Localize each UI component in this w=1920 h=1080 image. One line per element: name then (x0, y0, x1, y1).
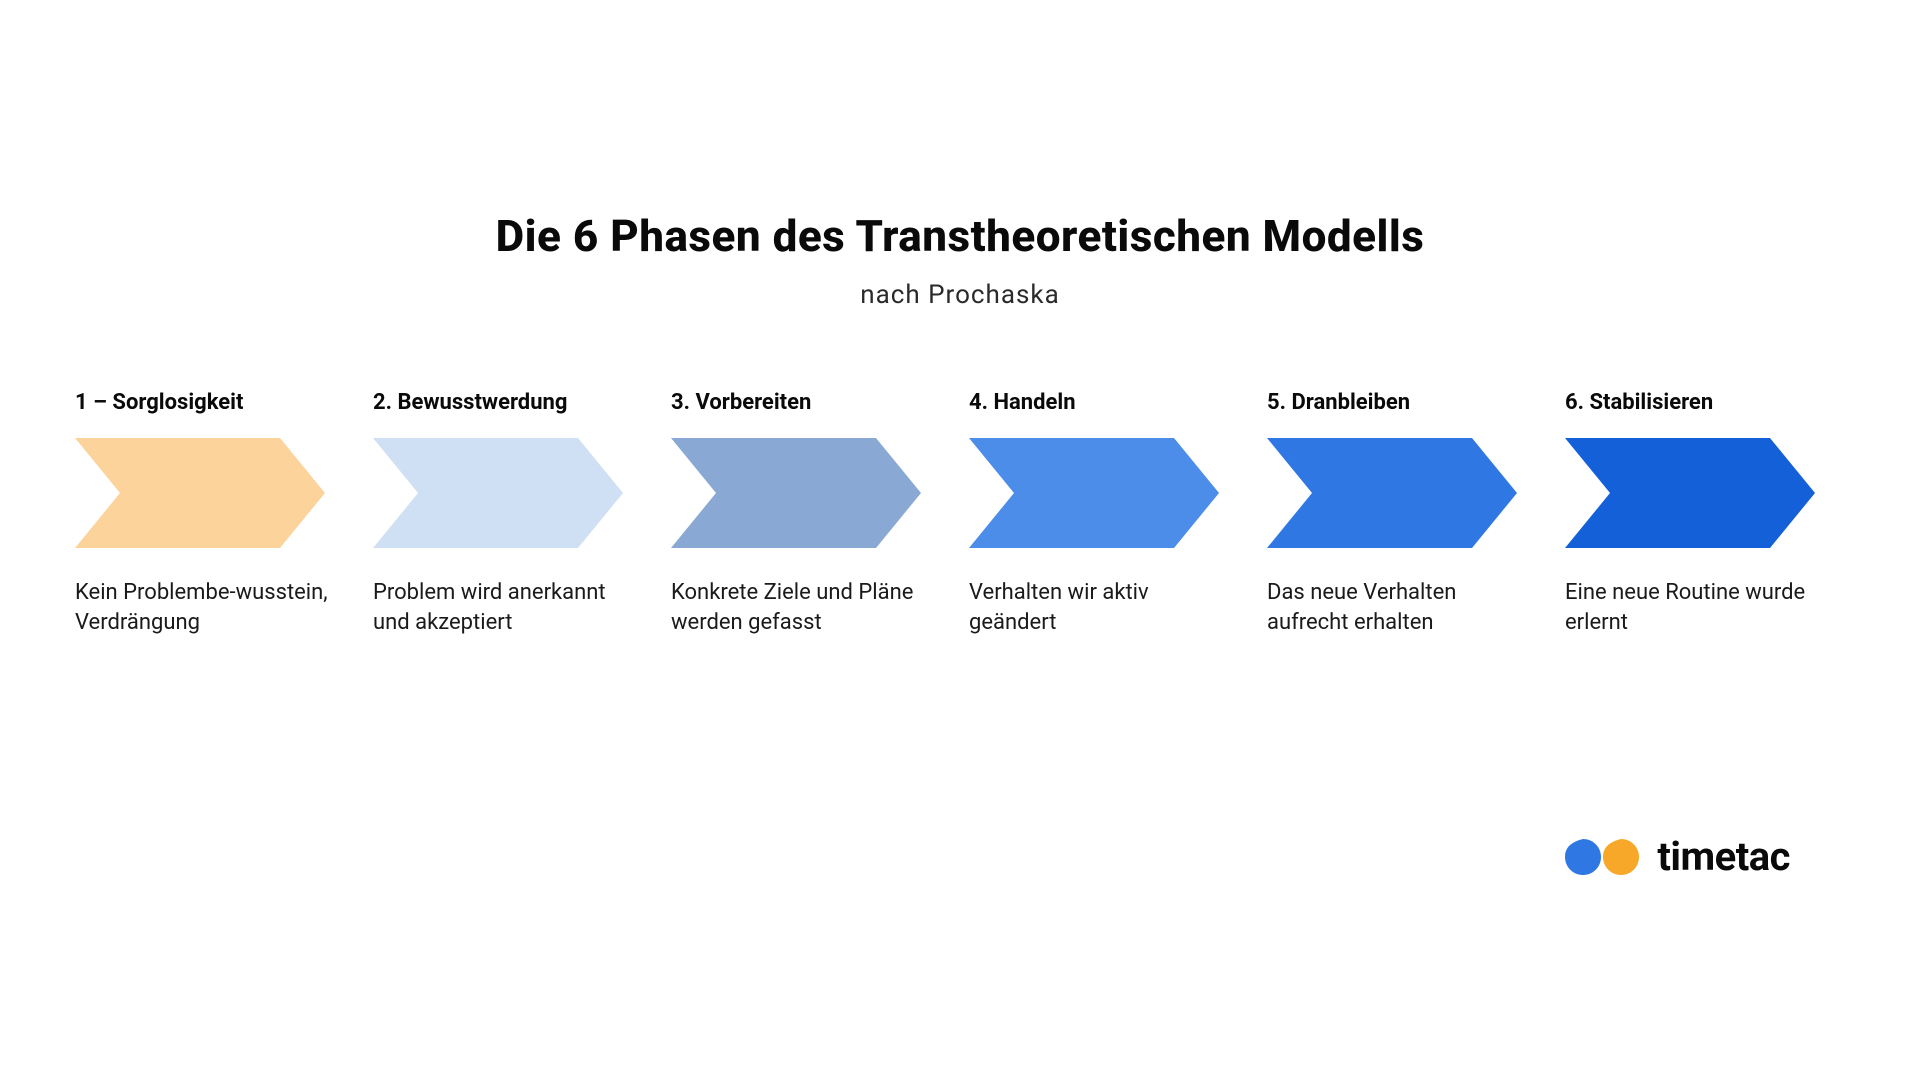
phases-row: 1 – Sorglosigkeit Kein Problembe-wusstein… (0, 390, 1920, 637)
phase-arrow (75, 438, 325, 548)
phase-arrow (1565, 438, 1815, 548)
phase-label: 6. Stabilisieren (1565, 390, 1845, 418)
logo-drop-left (1565, 839, 1601, 875)
phase-arrow (1267, 438, 1517, 548)
page-title: Die 6 Phasen des Transtheoretischen Mode… (496, 210, 1425, 262)
phase: 5. Dranbleiben Das neue Verhalten aufrech… (1267, 390, 1547, 637)
logo-drop-right (1603, 839, 1639, 875)
phase-arrow (671, 438, 921, 548)
phase-description: Das neue Verhalten aufrecht erhalten (1267, 578, 1537, 637)
logo-text: timetac (1657, 833, 1790, 880)
phase: 3. Vorbereiten Konkrete Ziele und Pläne w… (671, 390, 951, 637)
phase-label: 3. Vorbereiten (671, 390, 951, 418)
phase-label: 2. Bewusstwerdung (373, 390, 653, 418)
phase-description: Eine neue Routine wurde erlernt (1565, 578, 1835, 637)
page-subtitle: nach Prochaska (860, 280, 1059, 310)
phase-label: 1 – Sorglosigkeit (75, 390, 355, 418)
phase-label: 4. Handeln (969, 390, 1249, 418)
logo-drops-icon (1565, 837, 1643, 877)
phase-arrow (373, 438, 623, 548)
phase: 4. Handeln Verhalten wir aktiv geändert (969, 390, 1249, 637)
phase-description: Verhalten wir aktiv geändert (969, 578, 1239, 637)
diagram-container: Die 6 Phasen des Transtheoretischen Mode… (0, 0, 1920, 1080)
phase: 1 – Sorglosigkeit Kein Problembe-wusstein… (75, 390, 355, 637)
phase: 6. Stabilisieren Eine neue Routine wurde … (1565, 390, 1845, 637)
phase-description: Problem wird anerkannt und akzeptiert (373, 578, 643, 637)
phase-label: 5. Dranbleiben (1267, 390, 1547, 418)
phase-description: Kein Problembe-wusstein, Verdrängung (75, 578, 345, 637)
phase-arrow (969, 438, 1219, 548)
phase: 2. Bewusstwerdung Problem wird anerkannt … (373, 390, 653, 637)
logo: timetac (1565, 833, 1790, 880)
phase-description: Konkrete Ziele und Pläne werden gefasst (671, 578, 941, 637)
